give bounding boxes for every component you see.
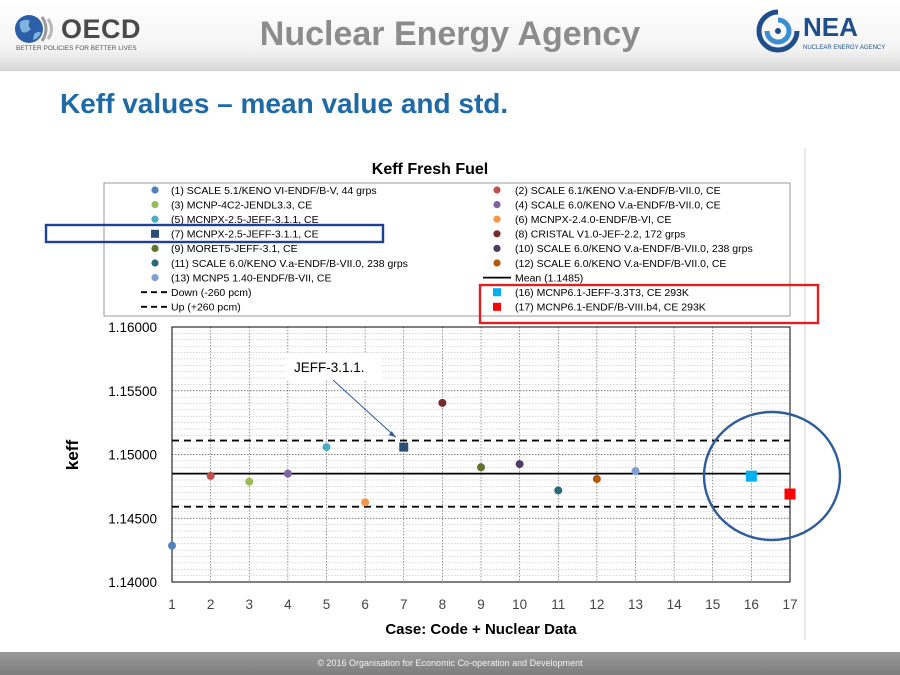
x-tick-label: 10 (512, 597, 527, 612)
legend-label: (3) MCNP-4C2-JENDL3.3, CE (171, 199, 312, 211)
legend-label: Up (+260 pcm) (171, 302, 241, 314)
legend-square-marker (151, 229, 159, 238)
copyright-text: © 2016 Organisation for Economic Co-oper… (317, 658, 583, 668)
legend-label: (9) MORET5-JEFF-3.1, CE (171, 243, 298, 255)
data-point (477, 463, 485, 472)
page-title: Nuclear Energy Agency (259, 15, 641, 53)
legend-circle-marker (493, 244, 501, 252)
data-point-square (399, 442, 409, 452)
x-tick-label: 14 (667, 597, 683, 612)
legend-box (103, 182, 791, 317)
legend-square-marker (493, 302, 501, 311)
x-tick-label: 1 (168, 597, 176, 612)
x-tick-label: 3 (245, 597, 253, 612)
legend-circle-marker (151, 201, 159, 209)
x-tick-label: 2 (207, 597, 215, 612)
legend-label: (5) MCNPX-2.5-JEFF-3.1.1, CE (171, 214, 319, 226)
data-point (245, 477, 254, 486)
legend-circle-marker (493, 215, 501, 223)
x-tick-label: 9 (477, 597, 485, 612)
annotation-arrow (332, 379, 397, 438)
legend-label: (6) MCNPX-2.4.0-ENDF/B-VI, CE (515, 214, 671, 226)
x-tick-label: 13 (628, 597, 643, 612)
oecd-logo: OECD BETTER POLICIES FOR BETTER LIVES (14, 12, 142, 56)
x-tick-label: 6 (361, 597, 369, 612)
x-tick-label: 7 (400, 597, 408, 612)
annotation-arrowhead (388, 431, 396, 438)
y-tick-label: 1.15000 (108, 448, 157, 463)
legend-circle-marker (151, 274, 159, 282)
x-tick-label: 5 (323, 597, 331, 612)
data-point (283, 469, 292, 478)
annotation-box (286, 354, 382, 380)
legend-circle-marker (493, 186, 501, 194)
legend-label: (16) MCNP6.1-JEFF-3.3T3, CE 293K (515, 287, 689, 299)
footer-bar: © 2016 Organisation for Economic Co-oper… (0, 652, 900, 675)
legend-label: Down (-260 pcm) (171, 287, 252, 299)
legend-label: (12) SCALE 6.0/KENO V.a-ENDF/B-VII.0, CE (515, 258, 726, 270)
x-tick-label: 15 (705, 597, 720, 612)
legend-circle-marker (151, 215, 159, 223)
globe-icon (15, 15, 53, 43)
annotation-label: JEFF-3.1.1. (294, 360, 365, 375)
nea-logo: NEA NUCLEAR ENERGY AGENCY (755, 8, 895, 58)
plot-border (171, 326, 791, 583)
x-tick-label: 8 (439, 597, 447, 612)
legend-label: (4) SCALE 6.0/KENO V.a-ENDF/B-VII.0, CE (515, 199, 721, 211)
data-point (361, 498, 370, 507)
y-tick-label: 1.16000 (108, 320, 157, 335)
oecd-name: OECD (61, 14, 142, 44)
x-tick-label: 12 (589, 597, 604, 612)
data-point (631, 467, 640, 476)
data-point (438, 398, 447, 407)
chart-title: Keff Fresh Fuel (372, 161, 488, 178)
x-tick-label: 16 (744, 597, 759, 612)
oecd-tagline: BETTER POLICIES FOR BETTER LIVES (16, 45, 137, 52)
legend-label: Mean (1.1485) (515, 272, 583, 284)
data-point-square (745, 470, 757, 482)
highlight-circle (702, 410, 842, 542)
header-bar: OECD BETTER POLICIES FOR BETTER LIVES Nu… (0, 0, 900, 71)
y-tick-label: 1.15500 (108, 384, 157, 399)
y-axis-label: keff (63, 440, 82, 471)
nea-tagline: NUCLEAR ENERGY AGENCY (803, 45, 886, 51)
legend-label: (17) MCNP6.1-ENDF/B-VIII.b4, CE 293K (515, 302, 706, 314)
x-tick-label: 11 (551, 597, 565, 612)
nea-name: NEA (803, 12, 858, 42)
data-point (554, 486, 563, 495)
legend-label: (1) SCALE 5.1/KENO VI-ENDF/B-V, 44 grps (171, 185, 377, 197)
data-point (592, 474, 601, 483)
y-tick-label: 1.14000 (108, 575, 157, 590)
legend-label: (2) SCALE 6.1/KENO V.a-ENDF/B-VII.0, CE (515, 185, 721, 197)
highlight-box-case16-17 (478, 283, 820, 325)
y-tick-label: 1.14500 (108, 511, 157, 526)
legend-circle-marker (493, 230, 501, 238)
data-point (322, 443, 331, 452)
keff-chart: Keff Fresh Fuel (1) SCALE 5.1/KENO VI-END… (44, 148, 842, 640)
legend-circle-marker (151, 259, 159, 267)
legend-square-marker (493, 288, 501, 297)
x-axis-label: Case: Code + Nuclear Data (385, 621, 577, 638)
nea-emblem-icon (756, 9, 800, 53)
legend-label: (7) MCNPX-2.5-JEFF-3.1.1, CE (171, 229, 319, 241)
slide-title: Keff values – mean value and std. (60, 88, 509, 119)
legend-label: (11) SCALE 6.0/KENO V.a-ENDF/B-VII.0, 23… (171, 258, 408, 270)
legend-circle-marker (151, 244, 159, 252)
highlight-box-case7 (44, 223, 385, 244)
data-point (206, 471, 215, 480)
legend-circle-marker (493, 259, 501, 267)
legend-label: (13) MCNP5 1.40-ENDF/B-VII, CE (171, 272, 331, 284)
x-tick-label: 17 (782, 597, 797, 612)
legend-label: (10) SCALE 6.0/KENO V.a-ENDF/B-VII.0, 23… (515, 243, 753, 255)
x-tick-label: 4 (284, 597, 292, 612)
data-point (168, 541, 176, 550)
data-point-square (784, 488, 796, 500)
data-point (515, 460, 524, 469)
legend-circle-marker (151, 186, 159, 194)
legend-circle-marker (493, 201, 501, 209)
legend-label: (8) CRISTAL V1.0-JEF-2.2, 172 grps (515, 229, 685, 241)
